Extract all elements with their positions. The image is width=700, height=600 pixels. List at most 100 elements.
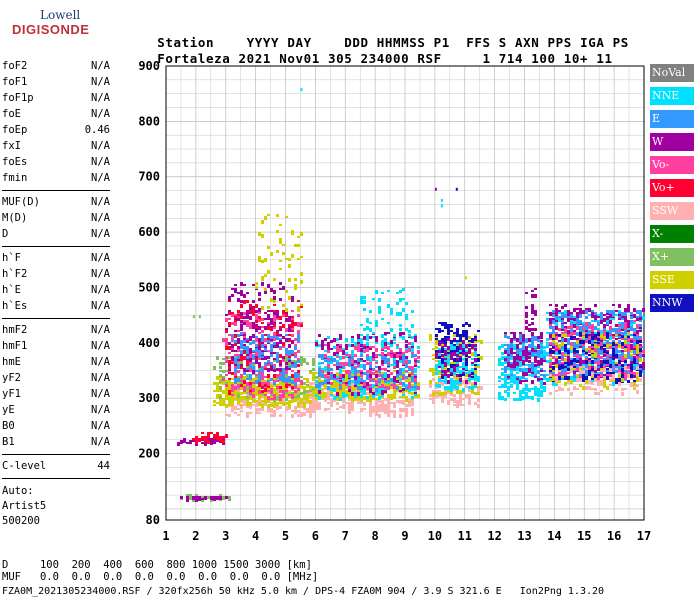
echo-point: [351, 398, 354, 402]
echo-point: [573, 338, 576, 340]
echo-point: [444, 322, 447, 326]
echo-point: [282, 304, 285, 307]
echo-point: [342, 382, 345, 384]
echo-point: [456, 362, 459, 364]
echo-point: [231, 340, 234, 342]
echo-point: [330, 376, 333, 380]
echo-point: [369, 380, 372, 382]
echo-point: [249, 306, 252, 310]
echo-point: [297, 374, 300, 378]
echo-point: [405, 398, 408, 402]
echo-point: [522, 348, 525, 350]
echo-point: [435, 342, 438, 345]
echo-point: [462, 348, 465, 350]
echo-point: [468, 386, 471, 389]
echo-point: [303, 386, 306, 388]
hdr-ffs-label: FFS: [466, 35, 491, 50]
echo-point: [201, 438, 204, 440]
echo-point: [243, 322, 246, 325]
echo-point: [369, 384, 372, 387]
echo-point: [312, 364, 315, 366]
echo-point: [315, 394, 318, 397]
echo-point: [243, 356, 246, 360]
echo-point: [306, 394, 309, 397]
echo-point: [321, 374, 324, 376]
echo-point: [393, 352, 396, 354]
echo-point: [471, 376, 474, 379]
echo-point: [456, 346, 459, 350]
echo-point: [234, 398, 237, 400]
echo-point: [444, 338, 447, 340]
echo-point: [603, 318, 606, 320]
echo-point: [330, 398, 333, 402]
echo-point: [288, 394, 291, 396]
echo-point: [438, 360, 441, 362]
echo-point: [363, 390, 366, 393]
param-name: foF1: [2, 76, 28, 88]
echo-point: [240, 366, 243, 369]
echo-point: [252, 306, 255, 309]
echo-point: [432, 372, 435, 376]
echo-point: [549, 320, 552, 322]
echo-point: [438, 392, 441, 396]
echo-point: [225, 382, 228, 385]
echo-point: [198, 496, 201, 499]
echo-point: [357, 364, 360, 367]
echo-point: [258, 292, 261, 296]
echo-cluster-nne: [360, 288, 414, 340]
echo-point: [546, 360, 549, 362]
echo-point: [363, 346, 366, 349]
echo-point: [285, 328, 288, 331]
echo-point: [378, 374, 381, 377]
echo-point: [318, 378, 321, 382]
echo-point: [444, 358, 447, 360]
echo-point: [351, 350, 354, 353]
echo-point: [534, 354, 537, 356]
echo-point: [354, 392, 357, 395]
echo-point: [279, 378, 282, 381]
echo-point: [348, 370, 351, 374]
echo-point: [447, 346, 450, 350]
echo-point: [408, 374, 411, 377]
echo-point: [219, 436, 222, 440]
echo-point: [339, 356, 342, 360]
echo-point: [288, 350, 291, 352]
echo-point: [399, 400, 402, 404]
echo-point: [369, 402, 372, 406]
echo-point: [459, 346, 462, 350]
echo-point: [288, 366, 291, 368]
echo-point: [498, 392, 501, 396]
echo-point: [270, 392, 273, 394]
echo-point: [549, 366, 552, 368]
echo-point: [354, 398, 357, 401]
echo-point: [366, 334, 369, 336]
echo-point: [327, 394, 330, 398]
echo-point: [300, 360, 303, 363]
echo-point: [441, 358, 444, 362]
echo-point: [369, 406, 372, 408]
echo-point: [273, 390, 276, 392]
echo-point: [315, 342, 318, 346]
echo-point: [291, 330, 294, 332]
echo-point: [441, 392, 444, 396]
echo-point: [261, 402, 264, 404]
param-value: N/A: [91, 156, 110, 168]
echo-point: [297, 350, 300, 353]
echo-point: [273, 314, 276, 318]
echo-point: [258, 338, 261, 342]
echo-point: [441, 374, 444, 376]
echo-point: [324, 380, 327, 382]
echo-point: [246, 300, 249, 303]
echo-point: [201, 436, 204, 438]
echo-point: [639, 330, 642, 332]
echo-point: [228, 400, 231, 402]
echo-point: [255, 330, 258, 332]
param-name: C-level: [2, 460, 47, 472]
echo-point: [351, 376, 354, 378]
echo-point: [405, 302, 408, 305]
echo-point: [273, 336, 276, 338]
echo-point: [459, 390, 462, 394]
echo-point: [378, 306, 381, 310]
echo-point: [525, 392, 528, 395]
echo-point: [435, 340, 438, 342]
